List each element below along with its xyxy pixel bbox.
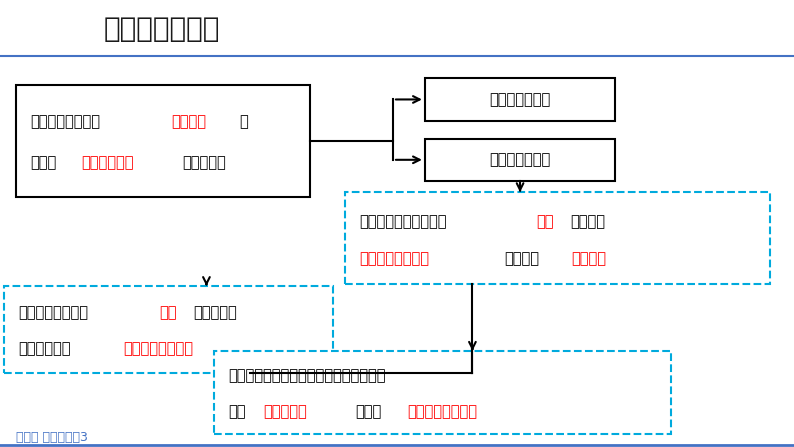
Text: ，转化为: ，转化为 — [570, 214, 605, 229]
FancyBboxPatch shape — [345, 192, 770, 284]
Text: ，并进行: ，并进行 — [504, 251, 539, 266]
FancyBboxPatch shape — [16, 85, 310, 197]
Text: 测定有机化合物的: 测定有机化合物的 — [30, 114, 100, 129]
Text: 通过无机化合物的: 通过无机化合物的 — [18, 305, 88, 320]
Text: 推算出该有: 推算出该有 — [194, 305, 237, 320]
Text: 元素组成: 元素组成 — [172, 114, 206, 129]
Text: 简单的无机化合物: 简单的无机化合物 — [360, 251, 430, 266]
Text: 实验式（最简式）: 实验式（最简式） — [407, 404, 477, 419]
Text: 的化学方法: 的化学方法 — [182, 156, 225, 171]
Text: 最简整数比: 最简整数比 — [263, 404, 306, 419]
Text: 将一定量的有机化合物: 将一定量的有机化合物 — [360, 214, 447, 229]
Text: 燃烧: 燃烧 — [536, 214, 553, 229]
Text: 定量测定: 定量测定 — [572, 251, 607, 266]
Text: 子的: 子的 — [229, 404, 246, 419]
Text: 元素的定性分析: 元素的定性分析 — [489, 92, 551, 107]
FancyBboxPatch shape — [214, 351, 671, 434]
Text: 元素质量分数: 元素质量分数 — [81, 156, 133, 171]
FancyBboxPatch shape — [425, 139, 615, 181]
Text: 人教版 选择性必修3: 人教版 选择性必修3 — [16, 430, 88, 444]
Text: 各元素的质量分数: 各元素的质量分数 — [123, 342, 193, 356]
Text: 元素的定量分析: 元素的定量分析 — [489, 152, 551, 167]
Text: 机化合物所含: 机化合物所含 — [18, 342, 71, 356]
Text: 然后计算出该有机化合物分子内各元素原: 然后计算出该有机化合物分子内各元素原 — [229, 368, 386, 383]
FancyBboxPatch shape — [425, 78, 615, 121]
Text: 以及各: 以及各 — [30, 156, 56, 171]
FancyBboxPatch shape — [4, 286, 333, 373]
Text: ，: ， — [239, 114, 248, 129]
Text: ，确定: ，确定 — [356, 404, 382, 419]
Text: 一、确定实验式: 一、确定实验式 — [103, 15, 220, 43]
Text: 质量: 质量 — [160, 305, 177, 320]
